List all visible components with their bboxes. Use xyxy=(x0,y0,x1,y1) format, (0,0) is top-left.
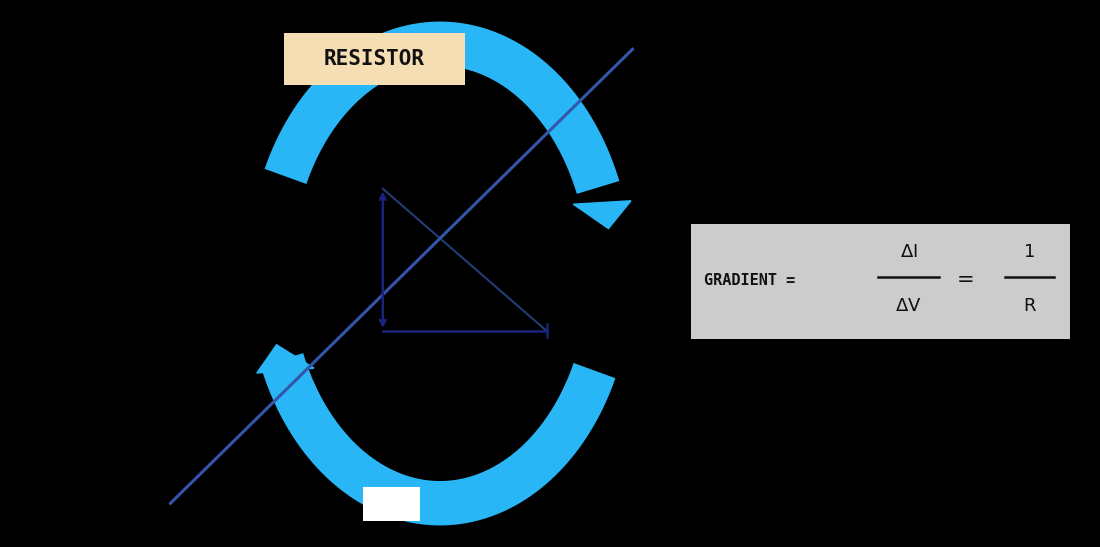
Text: $\Delta$I: $\Delta$I xyxy=(900,243,917,260)
FancyBboxPatch shape xyxy=(691,224,1070,339)
Text: GRADIENT =: GRADIENT = xyxy=(704,272,804,288)
Text: $\Delta$V: $\Delta$V xyxy=(895,298,922,315)
Text: =: = xyxy=(957,270,975,290)
Text: 1: 1 xyxy=(1024,243,1035,260)
Polygon shape xyxy=(573,201,631,229)
Text: RESISTOR: RESISTOR xyxy=(324,49,425,69)
Polygon shape xyxy=(257,345,315,373)
FancyBboxPatch shape xyxy=(363,487,420,521)
Text: R: R xyxy=(1023,298,1036,315)
FancyBboxPatch shape xyxy=(284,33,465,85)
